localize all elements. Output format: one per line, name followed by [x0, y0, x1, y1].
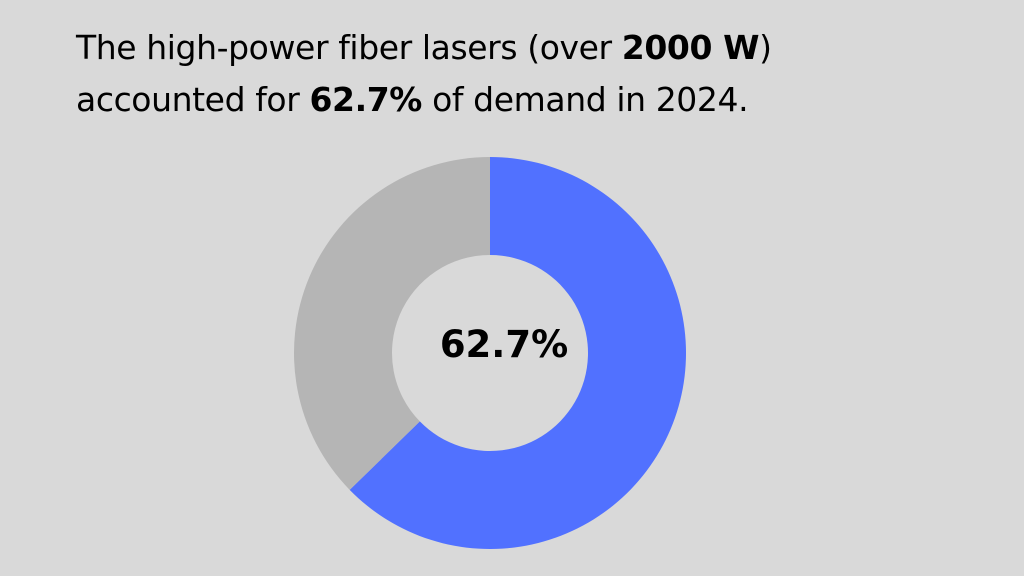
headline-text: accounted for [76, 80, 310, 119]
headline-text: ) [759, 28, 772, 67]
headline-line-2: accounted for 62.7% of demand in 2024. [76, 80, 749, 119]
donut-center-label: 62.7% [440, 323, 568, 366]
headline-line-1: The high-power fiber lasers (over 2000 W… [76, 28, 772, 67]
donut-slices [293, 157, 686, 549]
headline-emphasis-power: 2000 W [621, 28, 760, 67]
headline: The high-power fiber lasers (over 2000 W… [76, 22, 976, 126]
headline-text: of demand in 2024. [421, 80, 749, 119]
donut-slice-primary [349, 157, 686, 549]
donut-slice-remainder [293, 157, 490, 490]
headline-emphasis-share: 62.7% [309, 80, 422, 119]
headline-text: The high-power fiber lasers (over [76, 28, 622, 67]
